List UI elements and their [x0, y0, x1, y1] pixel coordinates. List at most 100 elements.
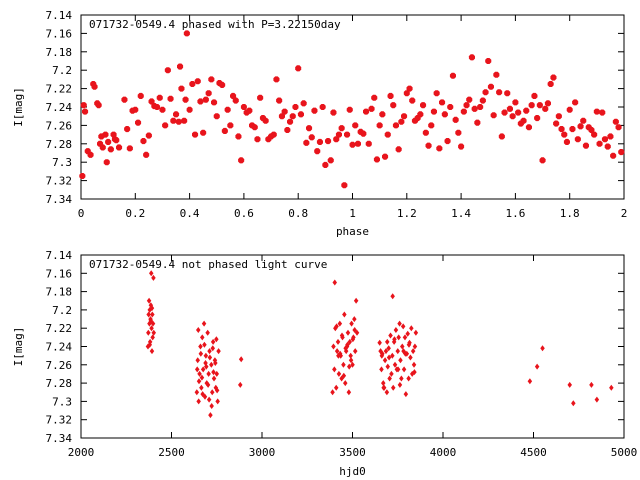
data-point	[599, 109, 606, 116]
data-point	[341, 361, 346, 368]
data-point	[604, 143, 611, 150]
data-point	[95, 102, 102, 109]
data-point	[395, 348, 400, 355]
data-point	[458, 143, 465, 150]
data-point	[496, 89, 503, 96]
data-point	[479, 97, 486, 104]
data-point	[412, 343, 418, 350]
y-tick-label: 7.26	[46, 119, 73, 132]
data-point	[178, 85, 185, 92]
x-tick-label: 1.6	[505, 207, 525, 220]
y-tick-label: 7.2	[52, 64, 72, 77]
data-point	[173, 111, 180, 118]
data-point	[198, 343, 203, 350]
data-point	[384, 131, 391, 138]
y-tick-label: 7.18	[46, 286, 73, 299]
data-point	[113, 137, 120, 144]
data-point	[192, 131, 199, 138]
data-point	[319, 104, 326, 110]
data-point	[331, 343, 336, 350]
data-point	[410, 370, 415, 377]
data-point	[534, 115, 541, 122]
data-point	[544, 100, 551, 107]
data-point	[609, 384, 614, 391]
data-point	[202, 341, 207, 348]
data-point	[194, 389, 200, 396]
data-point	[300, 100, 307, 107]
data-point	[344, 131, 351, 138]
data-point	[555, 113, 562, 120]
data-point	[145, 132, 152, 139]
data-point	[515, 109, 522, 116]
x-tick-label: 5000	[611, 446, 638, 459]
data-point	[412, 369, 417, 376]
data-point	[149, 348, 155, 355]
data-point	[339, 375, 344, 382]
data-point	[213, 360, 218, 366]
data-point	[343, 348, 349, 355]
data-point	[150, 311, 155, 318]
x-tick-label: 4000	[430, 446, 457, 459]
data-point	[330, 109, 337, 116]
data-point	[403, 90, 410, 97]
data-point	[105, 138, 112, 145]
data-point	[392, 361, 398, 368]
x-tick-label: 2000	[68, 446, 95, 459]
data-point	[580, 117, 587, 124]
x-tick-label: 2500	[158, 446, 185, 459]
data-point	[539, 157, 546, 164]
data-point	[99, 144, 106, 151]
data-point	[401, 366, 407, 373]
data-point	[159, 106, 166, 113]
data-point	[386, 354, 392, 361]
data-point	[353, 297, 359, 304]
data-point	[102, 131, 109, 138]
data-point	[563, 138, 570, 145]
data-point	[202, 96, 209, 103]
data-point	[147, 320, 152, 327]
x-tick-label: 3000	[249, 446, 276, 459]
data-point	[107, 146, 114, 153]
data-point	[349, 141, 356, 148]
data-point	[257, 94, 264, 101]
data-point	[124, 126, 131, 133]
data-point	[388, 332, 393, 339]
data-point	[406, 341, 412, 348]
data-point	[206, 370, 211, 377]
data-point	[203, 352, 209, 359]
data-point	[477, 104, 484, 110]
data-point	[333, 136, 340, 143]
data-point	[316, 138, 323, 145]
data-point	[430, 108, 437, 115]
data-point	[383, 348, 389, 355]
data-point	[401, 113, 408, 120]
data-point	[339, 332, 345, 339]
data-point	[211, 375, 217, 382]
data-point	[398, 118, 405, 125]
y-tick-label: 7.16	[46, 27, 73, 40]
data-point	[82, 108, 89, 115]
data-point	[594, 396, 600, 403]
data-point	[278, 113, 285, 120]
data-point	[400, 343, 405, 350]
y-tick-label: 7.18	[46, 46, 73, 59]
data-point	[342, 311, 347, 318]
y-tick-label: 7.22	[46, 83, 73, 96]
data-point	[181, 117, 188, 124]
data-point	[596, 140, 603, 147]
data-point	[485, 58, 492, 64]
data-point	[385, 363, 390, 370]
data-point	[347, 363, 352, 370]
data-point	[501, 109, 508, 116]
data-point	[392, 336, 397, 343]
data-point	[150, 334, 155, 341]
data-point	[582, 142, 589, 149]
data-point	[204, 363, 209, 370]
data-point	[542, 105, 549, 112]
x-tick-label: 1.2	[397, 207, 417, 220]
data-point	[390, 102, 397, 109]
data-point	[393, 327, 399, 333]
data-point	[289, 113, 296, 120]
data-point	[400, 323, 406, 330]
